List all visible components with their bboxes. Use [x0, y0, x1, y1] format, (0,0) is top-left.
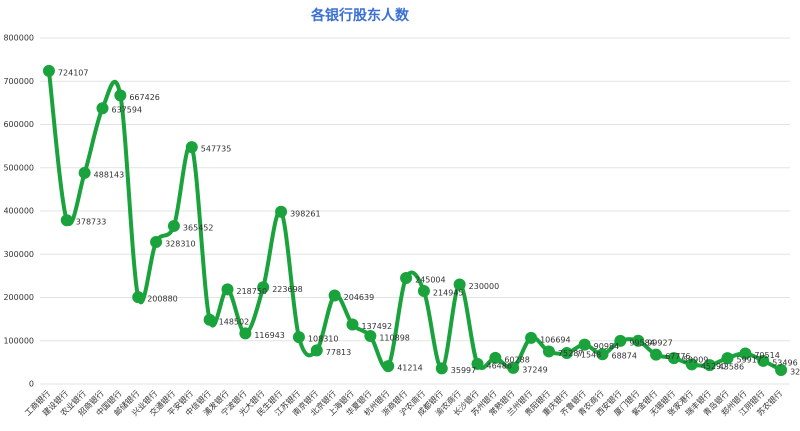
- point: [435, 362, 448, 375]
- y-tick-label: 300000: [3, 250, 34, 259]
- series-line: [46, 70, 782, 372]
- data-label: 547735: [201, 145, 232, 154]
- data-label: 488143: [94, 170, 125, 179]
- data-label: 90984: [594, 342, 619, 351]
- data-label: 230000: [469, 282, 500, 291]
- point: [542, 345, 555, 358]
- data-label: 46486: [487, 361, 512, 370]
- point: [114, 89, 127, 102]
- point: [185, 141, 198, 154]
- point: [167, 219, 180, 232]
- data-label: 218750: [237, 287, 268, 296]
- data-label: 68874: [612, 352, 637, 361]
- data-label: 99927: [647, 338, 672, 347]
- y-tick-label: 400000: [3, 207, 34, 216]
- data-label: 41214: [397, 364, 422, 373]
- y-tick-label: 600000: [3, 120, 34, 129]
- data-label: 70514: [754, 351, 779, 360]
- data-label: 67776: [665, 352, 690, 361]
- data-label: 75287: [558, 349, 583, 358]
- point: [60, 214, 73, 227]
- y-tick-label: 200000: [3, 293, 34, 302]
- data-label: 106694: [540, 335, 571, 344]
- data-label: 365452: [183, 223, 214, 232]
- point: [221, 283, 234, 296]
- point: [453, 278, 466, 291]
- data-label: 37249: [522, 365, 547, 374]
- data-label: 328310: [165, 240, 196, 249]
- point: [42, 64, 55, 77]
- chart-title: 各银行股东人数: [310, 7, 410, 24]
- data-label: 59909: [683, 356, 708, 365]
- point: [757, 354, 770, 367]
- point: [525, 331, 538, 344]
- data-label: 108310: [308, 335, 339, 344]
- data-label: 59917: [737, 356, 762, 365]
- point: [596, 348, 609, 361]
- data-label: 378733: [76, 218, 107, 227]
- data-label: 53496: [772, 358, 797, 367]
- point: [78, 166, 91, 179]
- data-label: 204639: [344, 293, 375, 302]
- point: [132, 291, 145, 304]
- point: [578, 338, 591, 351]
- point: [489, 351, 502, 364]
- point: [417, 285, 430, 298]
- data-label: 245004: [415, 276, 446, 285]
- data-label: 637594: [112, 106, 143, 115]
- point: [364, 330, 377, 343]
- data-label: 200880: [147, 295, 178, 304]
- point: [400, 272, 413, 285]
- data-label: 667426: [129, 93, 160, 102]
- point: [650, 348, 663, 361]
- point: [275, 205, 288, 218]
- data-label: 724107: [58, 68, 89, 77]
- data-label: 45290: [701, 362, 726, 371]
- data-label: 71548: [576, 351, 601, 360]
- data-label: 223698: [272, 285, 303, 294]
- point: [471, 357, 484, 370]
- data-label: 32343: [790, 368, 800, 377]
- data-label: 148502: [219, 317, 250, 326]
- point: [96, 102, 109, 115]
- point: [150, 236, 163, 249]
- point: [775, 364, 788, 377]
- data-label: 116943: [254, 331, 285, 340]
- point: [328, 289, 341, 302]
- point: [739, 347, 752, 360]
- point: [685, 358, 698, 371]
- point: [292, 331, 305, 344]
- data-label: 214945: [433, 289, 464, 298]
- y-tick-label: 800000: [3, 34, 34, 43]
- data-label: 43586: [719, 363, 744, 372]
- data-label: 110898: [379, 334, 410, 343]
- point: [703, 359, 716, 372]
- point: [721, 352, 734, 365]
- y-tick-label: 0: [29, 380, 34, 389]
- data-label: 35997: [451, 366, 476, 375]
- point: [614, 334, 627, 347]
- point: [632, 334, 645, 347]
- y-tick-label: 700000: [3, 77, 34, 86]
- y-tick-label: 100000: [3, 336, 34, 345]
- point: [239, 327, 252, 340]
- data-label: 398261: [290, 209, 321, 218]
- data-label: 60288: [504, 355, 529, 364]
- point: [257, 281, 270, 294]
- point: [310, 344, 323, 357]
- point: [507, 361, 520, 374]
- y-tick-label: 500000: [3, 163, 34, 172]
- data-label: 77813: [326, 348, 351, 357]
- data-label: 137492: [362, 322, 393, 331]
- point: [560, 347, 573, 360]
- point: [667, 352, 680, 365]
- point: [203, 313, 216, 326]
- data-label: 99584: [629, 338, 654, 347]
- point: [346, 318, 359, 331]
- point: [382, 360, 395, 373]
